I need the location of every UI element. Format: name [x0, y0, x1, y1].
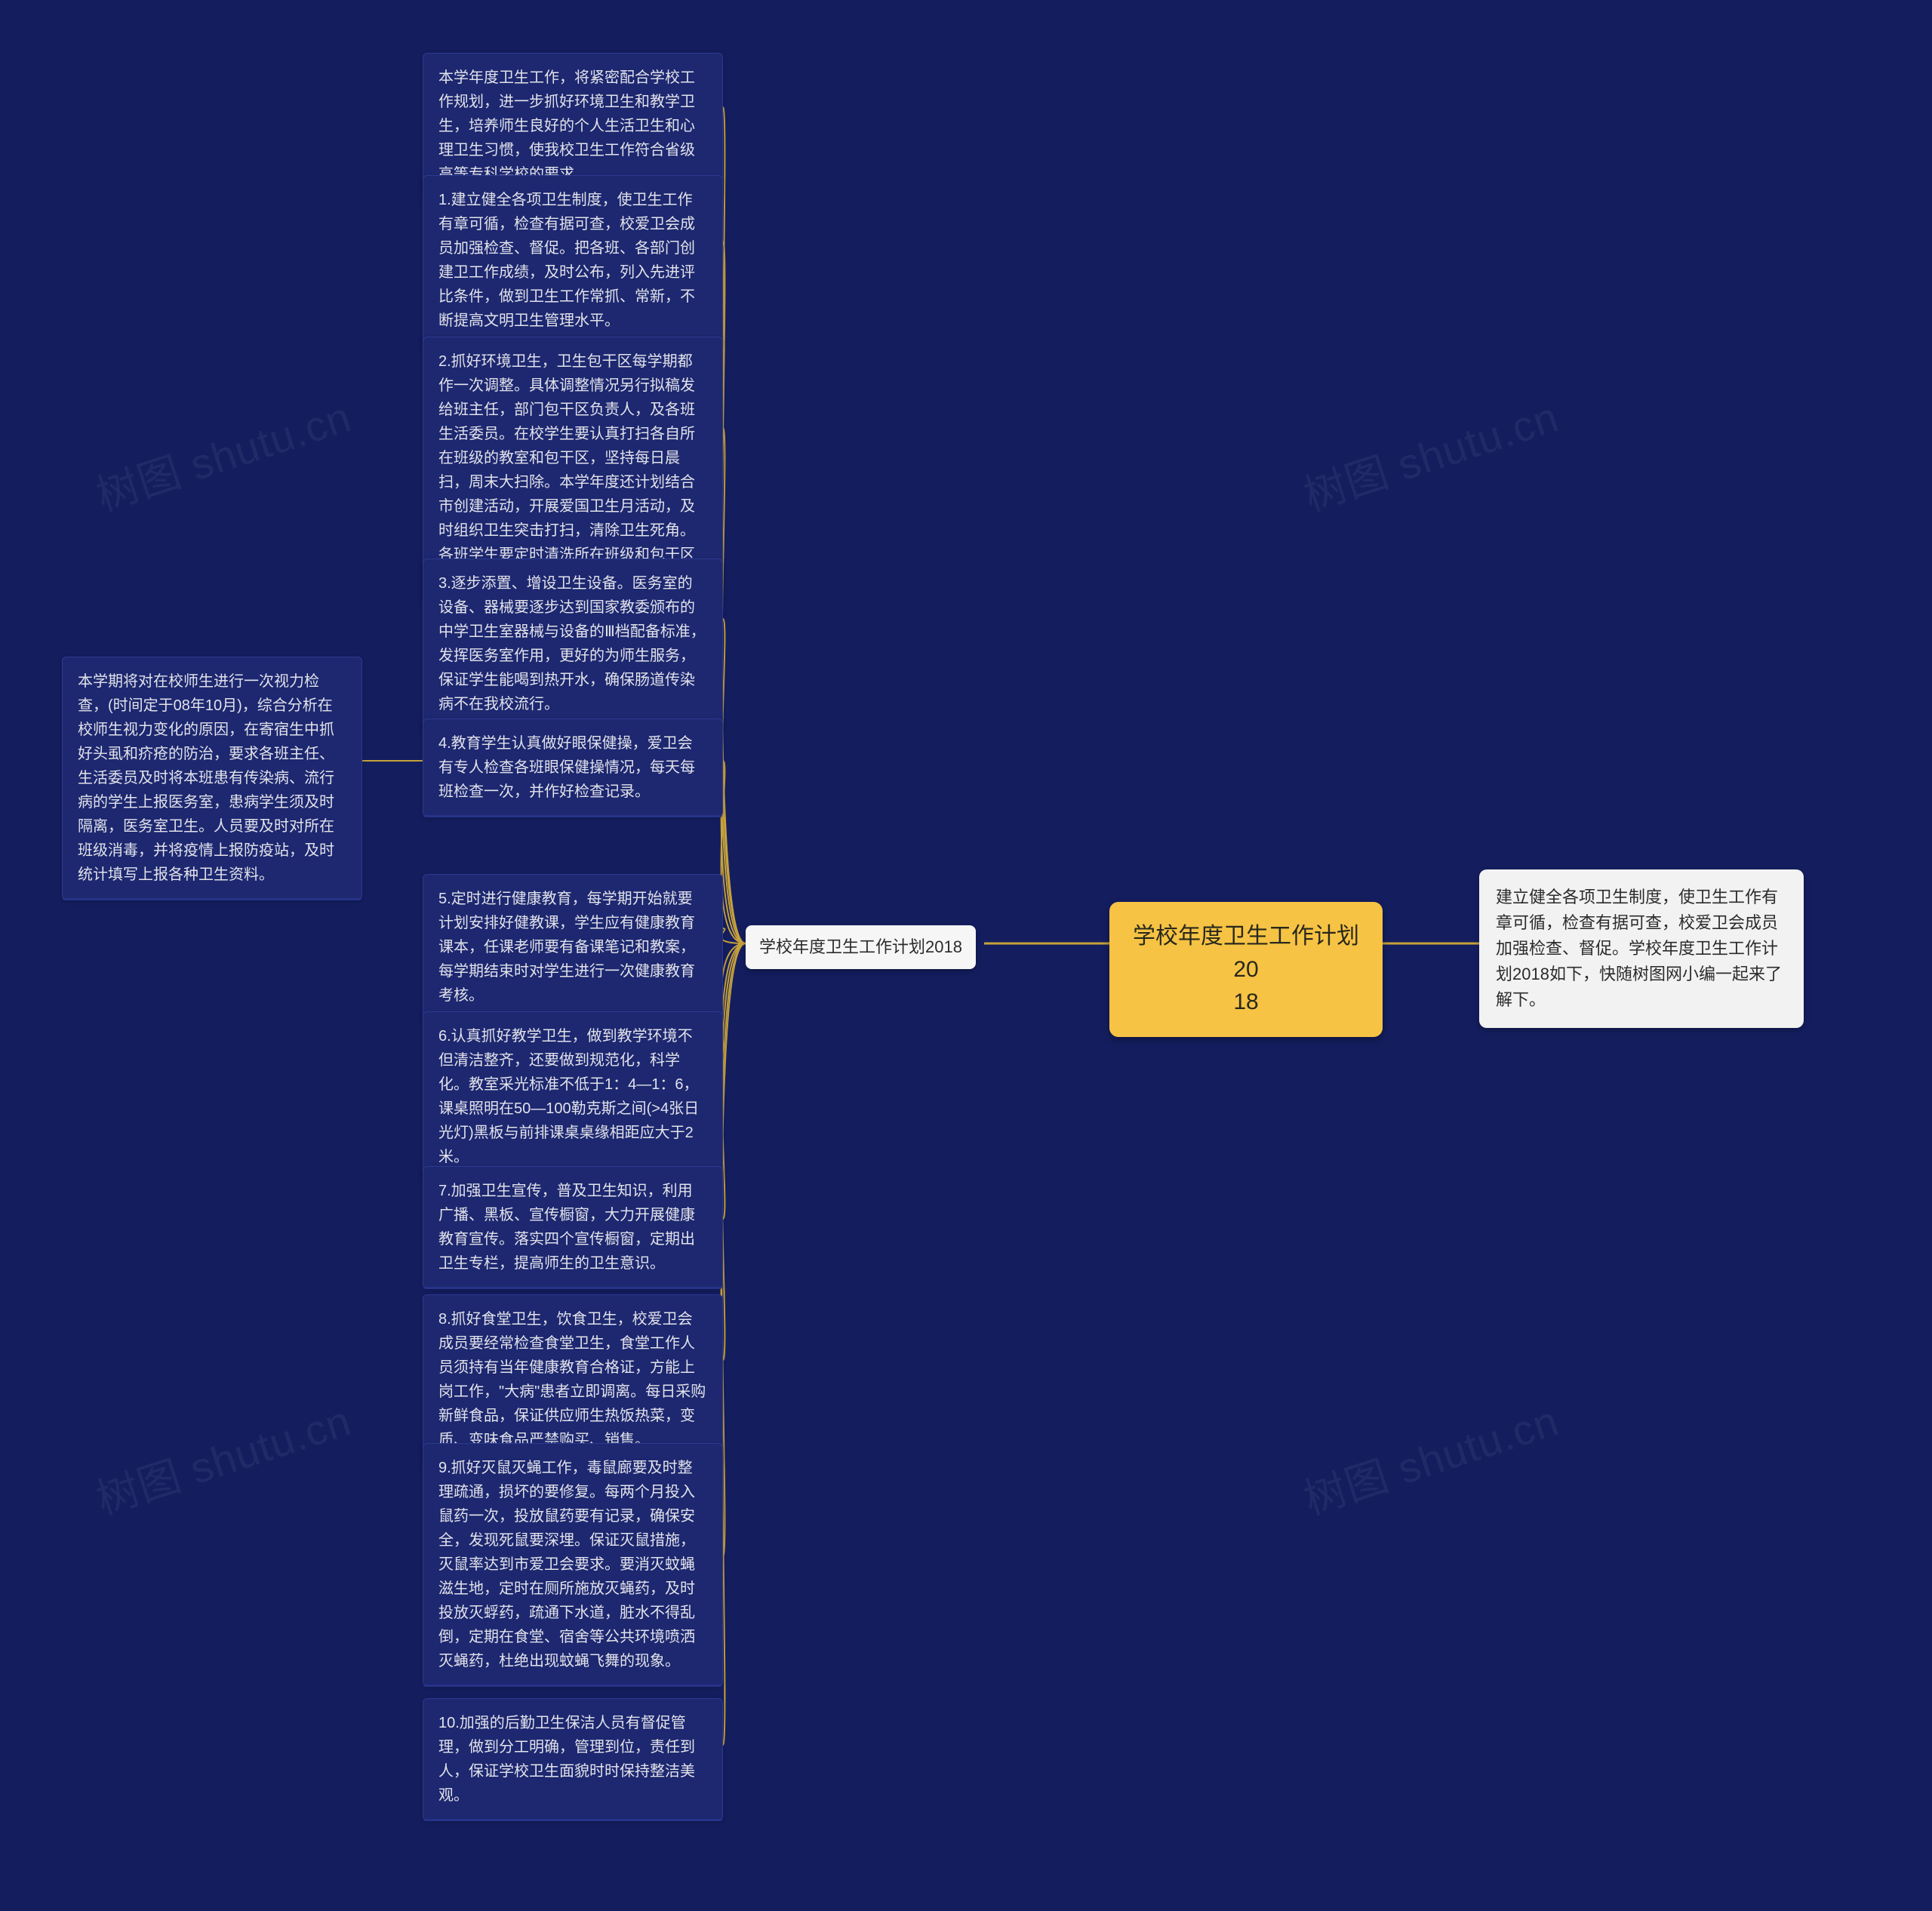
- watermark: 树图 shutu.cn: [88, 1387, 358, 1527]
- leaf-7[interactable]: 7.加强卫生宣传，普及卫生知识，利用广播、黑板、宣传橱窗，大力开展健康教育宣传。…: [423, 1166, 723, 1288]
- root-title-line2: 18: [1233, 989, 1258, 1014]
- root-title-line1: 学校年度卫生工作计划20: [1133, 924, 1359, 982]
- leaf-left-detail[interactable]: 本学期将对在校师生进行一次视力检查，(时间定于08年10月)，综合分析在校师生视…: [62, 657, 362, 900]
- description-node[interactable]: 建立健全各项卫生制度，使卫生工作有章可循，检查有据可查，校爱卫会成员加强检查、督…: [1479, 869, 1804, 1028]
- leaf-9[interactable]: 9.抓好灭鼠灭蝇工作，毒鼠廊要及时整理疏通，损坏的要修复。每两个月投入鼠药一次，…: [423, 1443, 723, 1686]
- leaf-8[interactable]: 8.抓好食堂卫生，饮食卫生，校爱卫会成员要经常检查食堂卫生，食堂工作人员须持有当…: [423, 1294, 723, 1465]
- subtitle-node[interactable]: 学校年度卫生工作计划2018: [746, 925, 976, 969]
- mindmap-canvas: 树图 shutu.cn 树图 shutu.cn 树图 shutu.cn 树图 s…: [0, 0, 1932, 1911]
- watermark: 树图 shutu.cn: [1295, 1387, 1565, 1527]
- leaf-10[interactable]: 10.加强的后勤卫生保洁人员有督促管理，做到分工明确，管理到位，责任到人，保证学…: [423, 1698, 723, 1820]
- root-node[interactable]: 学校年度卫生工作计划20 18: [1109, 902, 1383, 1037]
- leaf-4[interactable]: 4.教育学生认真做好眼保健操，爱卫会有专人检查各班眼保健操情况，每天每班检查一次…: [423, 719, 723, 817]
- leaf-3[interactable]: 3.逐步添置、增设卫生设备。医务室的设备、器械要逐步达到国家教委颁布的中学卫生室…: [423, 559, 723, 729]
- leaf-1[interactable]: 1.建立健全各项卫生制度，使卫生工作有章可循，检查有据可查，校爱卫会成员加强检查…: [423, 175, 723, 346]
- leaf-6[interactable]: 6.认真抓好教学卫生，做到教学环境不但清洁整齐，还要做到规范化，科学化。教室采光…: [423, 1011, 723, 1182]
- watermark: 树图 shutu.cn: [88, 383, 358, 523]
- leaf-5[interactable]: 5.定时进行健康教育，每学期开始就要计划安排好健教课，学生应有健康教育课本，任课…: [423, 874, 723, 1020]
- watermark: 树图 shutu.cn: [1295, 383, 1565, 523]
